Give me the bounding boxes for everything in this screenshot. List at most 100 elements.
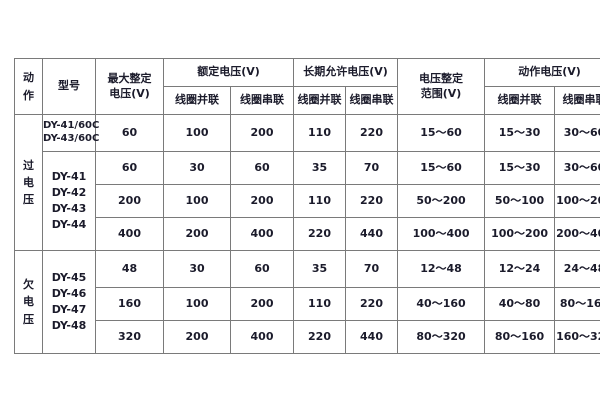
cell-action-coil-series: 30～60: [554, 151, 600, 185]
cell-action-coil-parallel: 50～100: [484, 184, 556, 218]
cell-long-coil-parallel: 35: [293, 151, 347, 185]
model-name: DY-43/60C: [43, 133, 100, 144]
row-action-2: 欠电压: [14, 250, 43, 354]
cell-action-coil-parallel: 12～24: [484, 250, 556, 288]
header-range-line-2: 范围(V): [420, 86, 462, 100]
table-header-row-primary: 动 作 型号 最大整定 电压(V) 额定电压(V) 长期允许电压(V) 电压整定…: [14, 58, 600, 115]
cell-action-coil-parallel: 80～160: [484, 320, 556, 354]
row-model-cell: DY-45 DY-46 DY-47 DY-48: [42, 250, 96, 354]
cell-rated-coil-parallel: 100: [163, 114, 231, 152]
cell-rated-coil-series: 60: [229, 250, 295, 288]
row-action-char: 压: [23, 312, 34, 326]
cell-long-coil-series: 70: [345, 250, 399, 288]
header-action-voltage: 动作电压(V): [484, 58, 600, 87]
cell-rated-coil-series: 400: [229, 320, 295, 354]
cell-long-coil-series: 220: [345, 184, 399, 218]
cell-max-setting: 320: [95, 320, 164, 354]
cell-action-coil-series: 200～400: [554, 217, 600, 251]
cell-rated-coil-parallel: 200: [163, 320, 231, 354]
header-act-coil-series: 线圈串联: [554, 86, 600, 115]
model-name: DY-48: [51, 318, 87, 332]
cell-rated-coil-parallel: 30: [163, 151, 231, 185]
row-action-char: 欠: [23, 278, 34, 292]
cell-voltage-setting-range: 50～200: [397, 184, 486, 218]
cell-voltage-setting-range: 15～60: [397, 151, 486, 185]
cell-long-coil-parallel: 220: [293, 217, 347, 251]
row-action-1: 过电压: [14, 114, 43, 251]
cell-long-coil-series: 440: [345, 320, 399, 354]
row-action-char: 电: [23, 295, 34, 309]
model-name: DY-46: [51, 287, 87, 301]
cell-voltage-setting-range: 100～400: [397, 217, 486, 251]
header-act-coil-parallel: 线圈并联: [484, 86, 556, 115]
cell-rated-coil-parallel: 30: [163, 250, 231, 288]
header-rated-coil-parallel: 线圈并联: [163, 86, 231, 115]
row-action-char: 电: [23, 175, 34, 189]
cell-rated-coil-series: 200: [229, 114, 295, 152]
cell-long-coil-series: 220: [345, 287, 399, 321]
header-long-allowed-voltage: 长期允许电压(V): [293, 58, 399, 87]
cell-max-setting: 400: [95, 217, 164, 251]
cell-voltage-setting-range: 40～160: [397, 287, 486, 321]
cell-long-coil-series: 220: [345, 114, 399, 152]
row-model-cell: DY-41/60C DY-43/60C: [42, 114, 100, 152]
header-range-line-1: 电压整定: [419, 72, 464, 86]
cell-max-setting: 60: [95, 151, 164, 185]
model-name: DY-47: [51, 303, 87, 316]
table-row: 欠电压 DY-45 DY-46 DY-47 DY-48 48 30 60 35 70 12～48 12…: [14, 250, 600, 354]
cell-max-setting: 160: [95, 287, 164, 321]
header-long-coil-series: 线圈串联: [345, 86, 399, 115]
model-name: DY-41/60C: [43, 120, 100, 132]
cell-max-setting: 200: [95, 184, 164, 218]
model-name: DY-43: [51, 202, 87, 215]
cell-long-coil-parallel: 110: [293, 114, 347, 152]
header-model: 型号: [42, 58, 96, 115]
cell-rated-coil-parallel: 200: [163, 217, 231, 251]
cell-action-coil-parallel: 15～30: [484, 114, 556, 152]
cell-action-coil-series: 24～48: [554, 250, 600, 288]
header-rated-coil-series: 线圈串联: [229, 86, 295, 115]
cell-action-coil-series: 80～160: [554, 287, 600, 321]
model-name: DY-44: [51, 217, 87, 231]
cell-rated-coil-parallel: 100: [163, 184, 231, 218]
header-max-setting-line-1: 最大整定: [107, 72, 152, 86]
cell-long-coil-parallel: 110: [293, 287, 347, 321]
header-max-setting-line-2: 电压(V): [109, 86, 150, 100]
header-max-setting: 最大整定 电压(V): [95, 58, 164, 115]
cell-rated-coil-series: 400: [229, 217, 295, 251]
header-action: 动 作: [14, 58, 43, 115]
header-voltage-setting-range: 电压整定 范围(V): [397, 58, 486, 115]
cell-long-coil-parallel: 220: [293, 320, 347, 354]
header-action-char-2: 作: [23, 88, 34, 102]
cell-action-coil-parallel: 40～80: [484, 287, 556, 321]
table-row: DY-41 DY-42 DY-43 DY-44 60 30 60 35 70 15～60 15～30…: [15, 151, 600, 251]
cell-rated-coil-parallel: 100: [163, 287, 231, 321]
cell-long-coil-series: 440: [345, 217, 399, 251]
header-long-coil-parallel: 线圈并联: [293, 86, 347, 115]
header-action-char-1: 动: [23, 71, 34, 85]
row-model-cell: DY-41 DY-42 DY-43 DY-44: [42, 151, 96, 251]
model-name: DY-41: [51, 170, 87, 184]
model-name: DY-45: [51, 271, 87, 285]
relay-specification-table: 动 作 型号 最大整定 电压(V) 额定电压(V) 长期允许电压(V) 电压整定…: [14, 58, 600, 354]
table-row: 过电压 DY-41/60C DY-43/60C 60 100 200 110 220 15～60…: [14, 114, 600, 251]
cell-voltage-setting-range: 12～48: [397, 250, 486, 288]
cell-long-coil-parallel: 35: [293, 250, 347, 288]
cell-long-coil-parallel: 110: [293, 184, 347, 218]
cell-action-coil-series: 30～60: [554, 114, 600, 152]
cell-rated-coil-series: 60: [229, 151, 295, 185]
table-header-row-secondary: 线圈并联 线圈串联 线圈并联 线圈串联 线圈并联 线圈串联: [15, 86, 600, 115]
row-action-char: 过: [23, 158, 34, 172]
cell-action-coil-parallel: 100～200: [484, 217, 556, 251]
cell-rated-coil-series: 200: [229, 184, 295, 218]
cell-voltage-setting-range: 80～320: [397, 320, 486, 354]
header-rated-voltage: 额定电压(V): [162, 58, 295, 87]
cell-long-coil-series: 70: [345, 151, 399, 185]
cell-action-coil-series: 160～320: [554, 320, 600, 354]
cell-rated-coil-series: 200: [229, 287, 295, 321]
